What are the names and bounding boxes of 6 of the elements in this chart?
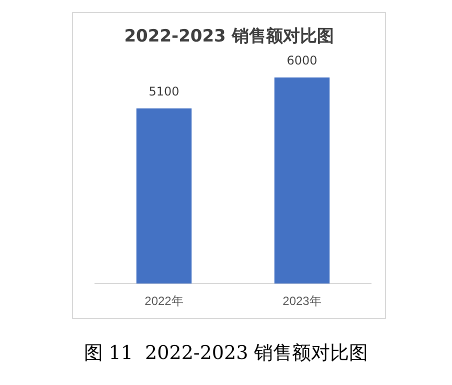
x-tick-label: 2023年	[282, 294, 322, 308]
x-tick-label: 2022年	[144, 294, 184, 308]
caption: 图 11 2022-2023 销售额对比图	[82, 341, 370, 366]
data-label: 6000	[286, 54, 318, 68]
data-label: 5100	[148, 84, 180, 98]
chart-title: 2022-2023 销售额对比图	[124, 26, 334, 47]
